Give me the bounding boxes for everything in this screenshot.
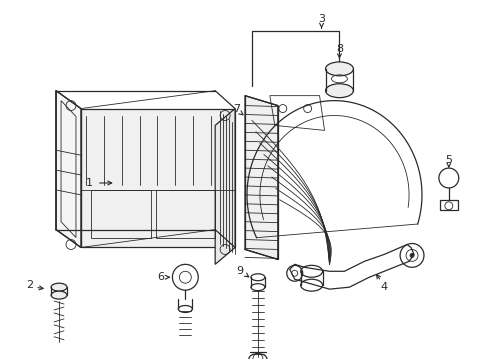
Polygon shape xyxy=(215,109,235,264)
Text: 6: 6 xyxy=(157,272,164,282)
Text: 7: 7 xyxy=(233,104,241,113)
Text: 9: 9 xyxy=(237,266,244,276)
Ellipse shape xyxy=(51,291,67,299)
Ellipse shape xyxy=(325,62,353,76)
Text: 1: 1 xyxy=(85,178,93,188)
Ellipse shape xyxy=(51,283,67,291)
Ellipse shape xyxy=(325,84,353,98)
Text: 2: 2 xyxy=(25,280,33,290)
Text: 3: 3 xyxy=(318,14,325,24)
Circle shape xyxy=(410,253,414,257)
Text: 8: 8 xyxy=(336,44,343,54)
Polygon shape xyxy=(245,96,278,260)
Polygon shape xyxy=(56,91,81,247)
Polygon shape xyxy=(81,109,235,247)
Text: 4: 4 xyxy=(381,282,388,292)
Text: 5: 5 xyxy=(445,155,452,165)
